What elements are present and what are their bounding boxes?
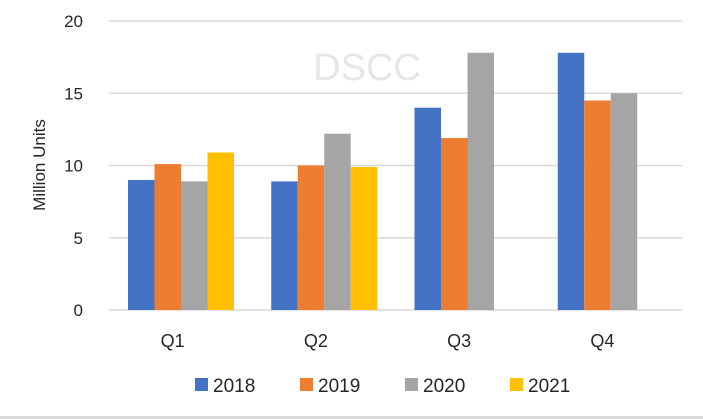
legend-label: 2019 xyxy=(318,376,360,397)
bar-2021-Q1 xyxy=(207,152,234,310)
legend-swatch xyxy=(300,378,313,391)
y-axis-ticks: 0 5 10 15 20 xyxy=(64,12,83,320)
y-tick-label: 20 xyxy=(64,12,83,31)
x-tick-label: Q4 xyxy=(590,331,614,351)
bar-2020-Q4 xyxy=(610,93,638,310)
x-tick-label: Q2 xyxy=(304,331,328,351)
legend-item-2018: 2018 xyxy=(195,376,255,397)
bar-2018-Q2 xyxy=(271,181,298,310)
legend-swatch xyxy=(510,378,523,391)
legend-item-2021: 2021 xyxy=(510,376,570,397)
legend-swatch xyxy=(195,378,208,391)
legend: 2018 2019 2020 2021 xyxy=(195,376,570,397)
y-tick-label: 15 xyxy=(64,84,83,103)
x-tick-label: Q3 xyxy=(447,331,471,351)
bar-2020-Q2 xyxy=(324,133,351,310)
y-tick-label: 5 xyxy=(74,229,83,248)
legend-label: 2018 xyxy=(213,376,255,397)
x-axis-categories: Q1 Q2 Q3 Q4 xyxy=(161,331,615,351)
bar-2019-Q4 xyxy=(584,100,611,310)
bar-2019-Q2 xyxy=(297,165,325,310)
bar-2020-Q3 xyxy=(467,52,494,310)
y-axis-label: Million Units xyxy=(30,119,49,211)
legend-swatch xyxy=(405,378,418,391)
legend-item-2020: 2020 xyxy=(405,376,465,397)
y-tick-label: 10 xyxy=(64,157,83,176)
bar-2019-Q1 xyxy=(154,164,181,310)
watermark: DSCC xyxy=(313,47,421,89)
legend-item-2019: 2019 xyxy=(300,376,360,397)
bar-2018-Q1 xyxy=(128,179,155,310)
legend-label: 2021 xyxy=(528,376,570,397)
x-tick-label: Q1 xyxy=(161,331,185,351)
legend-label: 2020 xyxy=(423,376,465,397)
bars xyxy=(128,52,638,310)
bar-2018-Q4 xyxy=(557,52,585,310)
bottom-border xyxy=(0,416,703,419)
y-tick-label: 0 xyxy=(74,301,83,320)
bar-2021-Q2 xyxy=(350,166,378,310)
bar-2018-Q3 xyxy=(414,107,441,310)
bar-2019-Q3 xyxy=(441,138,468,310)
bar-2020-Q1 xyxy=(181,181,208,310)
